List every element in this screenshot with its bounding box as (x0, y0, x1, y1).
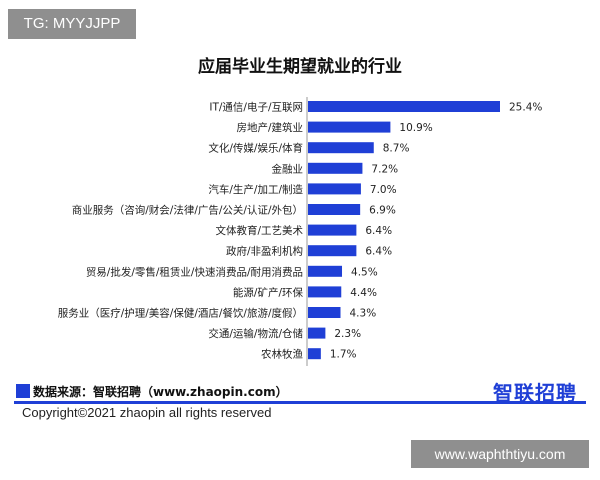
footer-divider (14, 401, 586, 404)
bar (308, 204, 361, 215)
category-label: IT/通信/电子/互联网 (209, 101, 303, 114)
category-label: 交通/运输/物流/仓储 (208, 327, 303, 340)
category-label: 汽车/生产/加工/制造 (208, 183, 303, 196)
bar (308, 142, 374, 154)
bar (308, 121, 391, 133)
bar (308, 101, 500, 112)
value-label: 1.7% (330, 349, 357, 361)
bar (308, 265, 343, 277)
value-label: 8.7% (383, 143, 410, 155)
value-label: 25.4% (509, 102, 542, 114)
chart-title: 应届毕业生期望就业的行业 (198, 56, 402, 77)
category-label: 政府/非盈利机构 (226, 245, 303, 258)
bar (308, 348, 321, 360)
value-label: 10.9% (399, 122, 432, 134)
value-label: 6.4% (365, 225, 392, 237)
category-label: 商业服务（咨询/财会/法律/广告/公关/认证/外包） (72, 204, 303, 217)
bar (308, 245, 357, 257)
category-label: 贸易/批发/零售/租赁业/快速消费品/耐用消费品 (86, 265, 303, 278)
value-label: 7.2% (371, 163, 398, 175)
value-label: 2.3% (334, 328, 361, 340)
value-label: 4.5% (351, 266, 378, 278)
category-label: 文体教育/工艺美术 (215, 224, 303, 237)
bar (308, 183, 361, 195)
chart-marks: IT/通信/电子/互联网 25.4% 房地产/建筑业 10.9% 文化/传媒/娱乐/体育… (58, 101, 543, 361)
tag-badge: TG: MYYJJPP (8, 9, 136, 39)
value-label: 6.4% (365, 246, 392, 258)
value-label: 7.0% (370, 184, 397, 196)
value-label: 4.3% (350, 308, 377, 320)
bar (308, 307, 341, 318)
bar (308, 286, 342, 298)
value-label: 4.4% (350, 287, 377, 299)
category-label: 金融业 (272, 162, 304, 175)
bar-chart: 应届毕业生期望就业的行业 IT/通信/电子/互联网 25.4% 房地产/建筑业 10.… (58, 56, 543, 366)
value-label: 6.9% (369, 205, 396, 217)
category-label: 房地产/建筑业 (236, 121, 303, 134)
category-label: 农林牧渔 (261, 348, 303, 361)
copyright-text: Copyright©2021 zhaopin all rights reserv… (22, 405, 272, 420)
category-label: 文化/传媒/娱乐/体育 (208, 142, 303, 155)
source-text: 数据来源：智联招聘（www.zhaopin.com） (33, 384, 288, 399)
source-row: 数据来源：智联招聘（www.zhaopin.com） (16, 382, 288, 400)
bar (308, 162, 363, 174)
bar (308, 224, 357, 236)
watermark-badge: www.waphthtiyu.com (411, 440, 589, 468)
category-label: 服务业（医疗/护理/美容/保健/酒店/餐饮/旅游/度假） (58, 307, 303, 320)
source-swatch (16, 384, 30, 398)
category-label: 能源/矿产/环保 (233, 286, 304, 299)
bar (308, 327, 326, 339)
